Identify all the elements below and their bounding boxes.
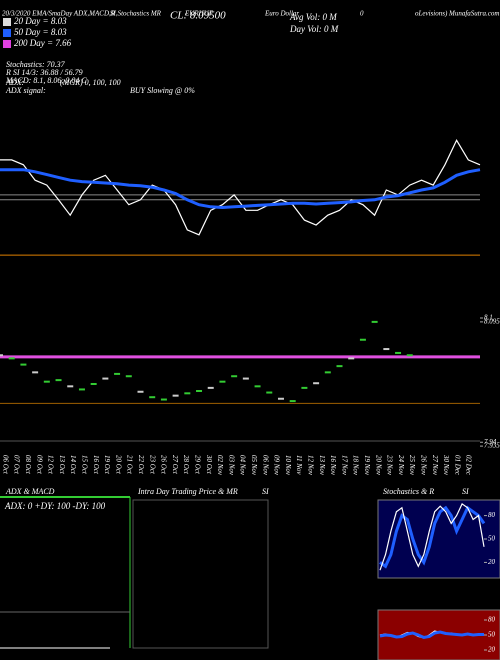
x-tick-label: 02 Nov: [216, 455, 224, 476]
x-tick-label: 03 Nov: [227, 455, 235, 476]
x-tick-label: 23 Nov: [386, 455, 394, 476]
x-tick-label: 20 Oct: [114, 455, 122, 475]
x-tick-label: 05 Nov: [250, 455, 258, 476]
adx-values: ADX: 0 +DY: 100 -DY: 100: [4, 501, 106, 511]
series-line: [379, 502, 485, 571]
x-tick-label: 04 Nov: [239, 455, 247, 476]
legend-label: 50 Day = 8.03: [14, 27, 67, 37]
series-line: [0, 168, 481, 210]
x-tick-label: 26 Nov: [419, 455, 427, 476]
header-info: 20/3/2020 EMA/SmaDay ADX,MACD,R: [2, 10, 116, 18]
panel-title: Intra Day Trading Price & MR: [137, 487, 238, 496]
x-tick-label: 28 Oct: [182, 455, 190, 475]
x-tick-label: 30 Oct: [205, 454, 213, 475]
x-tick-label: 18 Nov: [352, 455, 360, 476]
legend-label: 20 Day = 8.03: [14, 16, 67, 26]
y-tick-label: 50: [488, 631, 496, 639]
legend-swatch: [3, 18, 11, 26]
x-tick-label: 23 Oct: [148, 455, 156, 475]
series-line: [379, 505, 486, 569]
indicator: Stochastics: 70.37: [6, 60, 66, 69]
x-tick-label: 29 Oct: [193, 455, 201, 475]
x-tick-label: 09 Nov: [273, 455, 281, 476]
y-tick-label: 8.09500: [484, 317, 500, 325]
x-tick-label: 10 Nov: [284, 455, 292, 476]
x-tick-label: 27 Nov: [431, 455, 439, 476]
y-tick-label: 50: [488, 535, 496, 543]
x-tick-label: 30 Nov: [442, 454, 450, 476]
x-tick-label: 13 Nov: [318, 455, 326, 476]
day-vol: Day Vol: 0 M: [289, 24, 339, 34]
x-tick-label: 16 Oct: [92, 455, 100, 475]
y-tick-label: 7.93500: [484, 442, 500, 450]
x-tick-label: 02 Dec: [465, 455, 473, 476]
x-tick-label: 09 Oct: [35, 455, 43, 475]
x-tick-label: 06 Oct: [1, 455, 9, 475]
x-tick-label: 12 Nov: [306, 455, 314, 476]
intraday-panel: [132, 499, 269, 649]
avg-vol: Avg Vol: 0 M: [289, 12, 337, 22]
y-tick-label: 7.94: [484, 438, 497, 446]
x-tick-label: 12 Oct: [47, 455, 55, 475]
name: Euro Dollar: [264, 10, 299, 18]
zero: 0: [360, 10, 364, 18]
x-tick-label: 24 Nov: [397, 455, 405, 476]
symbol: EURHUF: [184, 10, 214, 18]
x-tick-label: 27 Oct: [171, 455, 179, 475]
adx: ADX signal:: [5, 86, 46, 95]
x-tick-label: 07 Oct: [13, 455, 21, 475]
x-tick-label: 06 Nov: [261, 455, 269, 476]
close: CL: 8.09500: [170, 10, 226, 22]
x-tick-label: 13 Oct: [58, 455, 66, 475]
x-tick-label: 17 Nov: [340, 455, 348, 476]
x-tick-label: 21 Oct: [126, 455, 134, 475]
y-tick-label: 20: [488, 558, 496, 566]
y-tick-label: 80: [488, 616, 496, 624]
y-tick-label: 20: [488, 646, 496, 654]
x-tick-label: 08 Oct: [24, 455, 32, 475]
adx: ADX:: [5, 78, 25, 87]
panel-title: SI: [462, 487, 469, 496]
series-line: [379, 630, 484, 640]
legend-label: 200 Day = 7.66: [14, 38, 72, 48]
adx-panel: [0, 497, 130, 660]
x-tick-label: 19 Oct: [103, 455, 111, 475]
x-tick-label: 19 Nov: [363, 455, 371, 476]
legend-swatch: [3, 29, 11, 37]
x-tick-label: 11 Nov: [295, 455, 303, 475]
x-tick-label: 25 Nov: [408, 455, 416, 476]
x-tick-label: 20 Nov: [374, 455, 382, 476]
panel-title: SI: [262, 487, 269, 496]
x-tick-label: 22 Oct: [137, 455, 145, 475]
indicator: MACD: 8.1, 8.06, 0.04 C: [5, 76, 87, 85]
x-tick-label: 26 Oct: [160, 455, 168, 475]
x-tick-label: 14 Oct: [69, 455, 77, 475]
indicator: R SI 14/3: 36.88 / 56.79: [5, 68, 83, 77]
x-tick-label: 15 Oct: [80, 455, 88, 475]
site: oLevisions) MunafaSutra.com: [415, 10, 499, 18]
series-line: [0, 139, 481, 236]
y-tick-label: 8.1: [484, 314, 493, 322]
adx: BUY Slowing @ 0%: [130, 86, 195, 95]
panel-title: ADX & MACD: [5, 487, 55, 496]
adx: (MGR) 0, 100, 100: [60, 78, 121, 87]
x-tick-label: 16 Nov: [329, 455, 337, 476]
x-tick-label: 01 Dec: [453, 455, 461, 476]
panel-title: Stochastics & R: [383, 487, 434, 496]
header-info2: SI,Stochastics MR: [110, 10, 162, 18]
y-tick-label: 80: [488, 511, 496, 519]
legend-swatch: [3, 40, 11, 48]
